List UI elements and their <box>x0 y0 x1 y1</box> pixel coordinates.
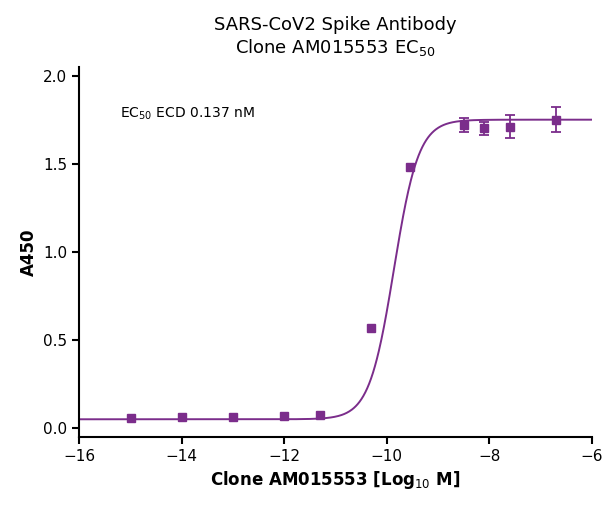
Title: SARS-CoV2 Spike Antibody
Clone AM015553 EC$_{50}$: SARS-CoV2 Spike Antibody Clone AM015553 … <box>214 16 457 58</box>
Y-axis label: A450: A450 <box>20 228 38 276</box>
X-axis label: Clone AM015553 [Log$_{10}$ M]: Clone AM015553 [Log$_{10}$ M] <box>210 469 461 491</box>
Text: EC$_{50}$ ECD 0.137 nM: EC$_{50}$ ECD 0.137 nM <box>120 106 255 122</box>
